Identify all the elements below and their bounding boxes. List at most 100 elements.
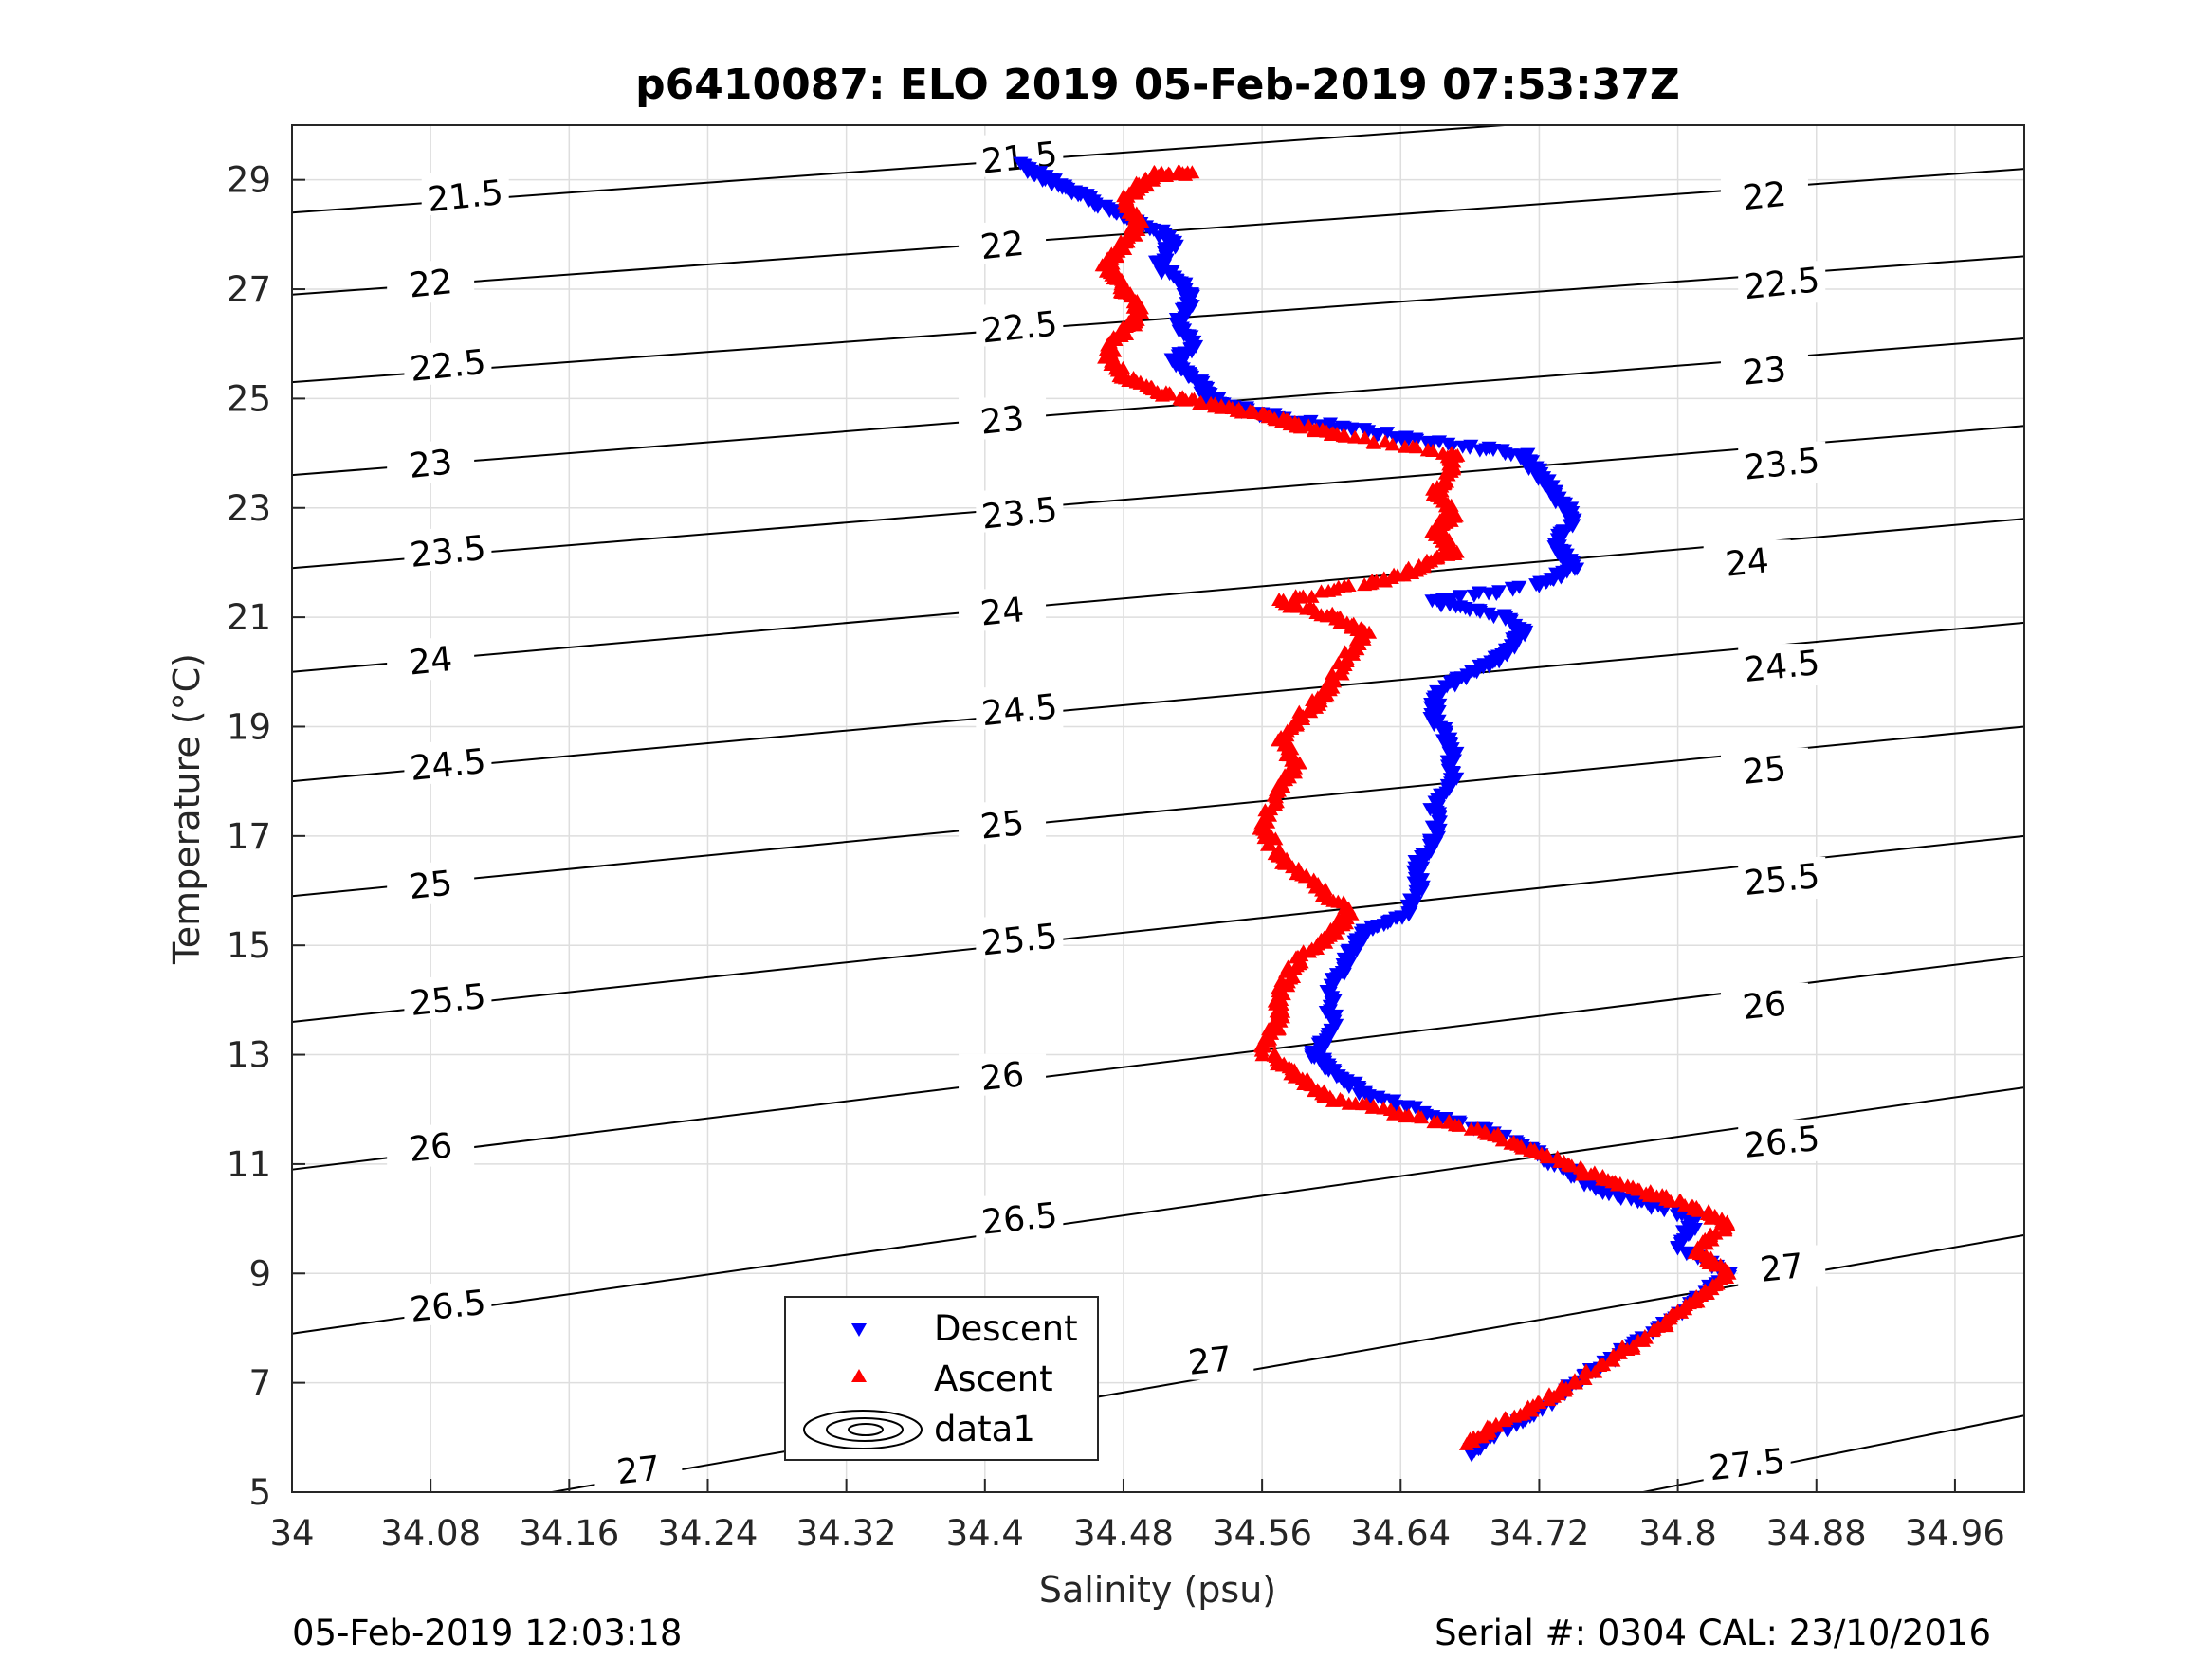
ascent-point bbox=[1377, 434, 1393, 448]
x-tick-label: 34.32 bbox=[796, 1513, 897, 1554]
y-tick-label: 7 bbox=[248, 1363, 271, 1404]
x-tick-label: 34.56 bbox=[1212, 1513, 1312, 1554]
descent-point bbox=[1013, 156, 1029, 171]
descent-point bbox=[1387, 431, 1403, 446]
ascent-point bbox=[1260, 837, 1276, 851]
ascent-point bbox=[1275, 592, 1291, 607]
density-contour-line bbox=[291, 834, 2025, 1023]
descent-point bbox=[1424, 594, 1440, 609]
contour-label-background bbox=[1166, 1338, 1254, 1380]
contour-label: 23 bbox=[978, 399, 1026, 443]
contour-label: 24 bbox=[1724, 541, 1771, 585]
contour-label-background bbox=[1738, 441, 1826, 483]
contour-label: 24 bbox=[978, 591, 1026, 634]
legend-descent-marker bbox=[851, 1323, 867, 1337]
ascent-point bbox=[1364, 573, 1380, 587]
ascent-point bbox=[1276, 1056, 1292, 1070]
descent-point bbox=[1421, 833, 1437, 848]
contour-label-background bbox=[1703, 539, 1791, 582]
descent-point bbox=[1440, 437, 1456, 451]
descent-point bbox=[1461, 604, 1477, 618]
x-tick-label: 34.48 bbox=[1073, 1513, 1174, 1554]
contour-label-background bbox=[1720, 747, 1808, 790]
contour-label: 25 bbox=[407, 864, 454, 907]
contour-label-background bbox=[404, 976, 492, 1019]
ascent-point bbox=[1304, 589, 1320, 603]
contour-label: 23.5 bbox=[408, 529, 487, 575]
y-tick-label: 13 bbox=[227, 1035, 271, 1076]
x-tick-label: 34.96 bbox=[1905, 1513, 2005, 1554]
contour-label: 26 bbox=[407, 1126, 454, 1170]
descent-point bbox=[1454, 440, 1471, 454]
ascent-series bbox=[1094, 164, 1737, 1450]
ascent-point bbox=[1271, 842, 1288, 856]
contour-label: 24 bbox=[407, 640, 454, 684]
contour-label: 26.5 bbox=[408, 1284, 487, 1330]
y-axis-ticks: 5 7 9 11 13 15 17 19 21 23 25 27 29 bbox=[227, 160, 305, 1513]
contour-label-background bbox=[421, 173, 509, 215]
contour-label: 27.5 bbox=[1708, 1442, 1787, 1488]
x-tick-label: 34.64 bbox=[1350, 1513, 1451, 1554]
x-tick-label: 34.24 bbox=[658, 1513, 759, 1554]
footer-timestamp: 05-Feb-2019 12:03:18 bbox=[292, 1613, 682, 1653]
ascent-point bbox=[1286, 969, 1302, 983]
contour-label-background bbox=[959, 222, 1047, 264]
contour-label: 22 bbox=[407, 263, 454, 306]
plot-frame bbox=[291, 124, 2025, 1493]
contour-label: 27 bbox=[615, 1449, 663, 1493]
descent-point bbox=[1491, 585, 1508, 599]
contour-label-background bbox=[1738, 261, 1826, 303]
descent-point bbox=[1496, 609, 1512, 623]
ascent-point bbox=[1441, 535, 1457, 549]
descent-point bbox=[1555, 524, 1571, 538]
contour-label: 23 bbox=[407, 443, 454, 486]
contour-label-background bbox=[976, 490, 1064, 533]
descent-point bbox=[1680, 1246, 1696, 1260]
ascent-point bbox=[1654, 1188, 1671, 1202]
ascent-point bbox=[1595, 1168, 1611, 1182]
ascent-point bbox=[1267, 1046, 1283, 1060]
descent-point bbox=[1386, 1094, 1402, 1108]
y-tick-label: 15 bbox=[227, 925, 271, 966]
contour-label: 26 bbox=[1741, 984, 1788, 1028]
contour-label-background bbox=[976, 917, 1064, 959]
descent-point bbox=[1155, 224, 1171, 238]
ascent-point bbox=[1636, 1328, 1653, 1342]
ascent-point bbox=[1308, 422, 1325, 436]
ascent-point bbox=[1398, 1108, 1414, 1122]
descent-point bbox=[1443, 592, 1459, 607]
x-axis-label: Salinity (psu) bbox=[1039, 1569, 1276, 1611]
contour-label-background bbox=[594, 1447, 683, 1489]
descent-point bbox=[1380, 915, 1397, 929]
contour-label: 23.5 bbox=[979, 490, 1059, 537]
contour-label: 22.5 bbox=[408, 343, 487, 390]
y-tick-label: 23 bbox=[227, 488, 271, 529]
ascent-point bbox=[1397, 439, 1413, 453]
ascent-point bbox=[1426, 1115, 1442, 1129]
contour-label: 25 bbox=[1741, 749, 1788, 793]
descent-point bbox=[1416, 1105, 1432, 1120]
contour-label: 25.5 bbox=[979, 917, 1059, 963]
y-tick-label: 17 bbox=[227, 816, 271, 857]
ascent-point bbox=[1490, 1126, 1507, 1140]
ascent-point bbox=[1341, 577, 1357, 592]
ascent-point bbox=[1302, 599, 1318, 613]
ascent-point bbox=[1558, 1380, 1574, 1395]
y-tick-label: 25 bbox=[227, 378, 271, 419]
y-tick-label: 9 bbox=[248, 1253, 271, 1294]
ascent-point bbox=[1697, 1283, 1713, 1297]
density-contour-labels: 21.521.522222222.522.522.523232323.523.5… bbox=[387, 136, 1826, 1493]
y-tick-label: 5 bbox=[248, 1472, 271, 1513]
x-axis-ticks: 34 34.08 34.16 34.24 34.32 34.4 34.48 34.56 34.6… bbox=[269, 1479, 2005, 1554]
x-tick-label: 34.4 bbox=[946, 1513, 1024, 1554]
contour-label: 24.5 bbox=[408, 742, 487, 789]
y-axis-label: Temperature (°C) bbox=[166, 653, 208, 965]
y-tick-label: 27 bbox=[227, 269, 271, 310]
contour-label: 22 bbox=[1741, 175, 1788, 219]
ascent-point bbox=[1506, 1134, 1522, 1148]
contour-label-background bbox=[1738, 644, 1826, 686]
x-tick-label: 34.8 bbox=[1638, 1513, 1716, 1554]
contour-label: 25 bbox=[978, 804, 1026, 848]
x-tick-label: 34 bbox=[269, 1513, 314, 1554]
